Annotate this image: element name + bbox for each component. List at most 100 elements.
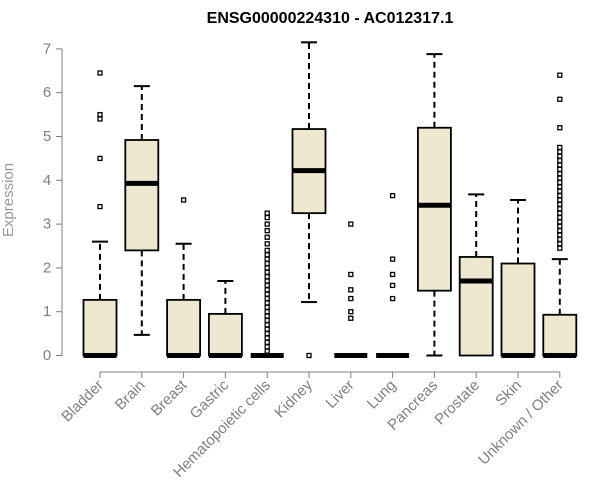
box-5 <box>291 41 327 359</box>
box-body <box>166 298 202 357</box>
box-body <box>416 126 452 292</box>
outlier-point <box>264 228 270 234</box>
outlier-point <box>264 221 270 227</box>
x-tick-label: Breast <box>148 376 191 419</box>
outlier-point <box>264 282 270 289</box>
outlier-point <box>264 317 270 324</box>
outlier-point <box>264 265 270 271</box>
outlier-point <box>557 206 563 212</box>
outlier-point <box>557 241 563 247</box>
outlier-point <box>264 348 270 354</box>
outlier-point <box>264 300 270 306</box>
outlier-point <box>264 322 270 328</box>
outlier-point <box>557 144 563 151</box>
outlier-point <box>264 269 270 275</box>
chart-title: ENSG00000224310 - AC012317.1 <box>207 10 454 27</box>
outlier-point <box>264 274 270 280</box>
y-tick-label: 0 <box>43 347 51 364</box>
outlier-point <box>348 271 354 278</box>
outlier-point <box>180 197 187 203</box>
box-6 <box>334 221 368 358</box>
y-tick-label: 5 <box>43 128 51 145</box>
outlier-point <box>557 171 563 177</box>
box-body <box>542 313 578 357</box>
outlier-point <box>348 287 354 293</box>
outlier-point <box>557 219 563 225</box>
outlier-point <box>557 125 563 131</box>
outlier-point <box>264 309 270 315</box>
outlier-point <box>557 162 563 168</box>
y-axis: 0 1 2 3 4 5 6 7 <box>43 40 63 364</box>
box-11 <box>542 72 578 358</box>
box-10 <box>500 199 536 358</box>
box-0 <box>82 70 118 358</box>
outlier-point <box>264 278 270 284</box>
outlier-point <box>264 326 270 332</box>
outlier-point <box>264 241 270 247</box>
boxes-group <box>82 41 578 359</box>
outlier-point <box>264 339 270 346</box>
box-3 <box>207 280 243 358</box>
outlier-point <box>557 228 563 234</box>
outlier-point <box>348 221 354 227</box>
x-tick-label: Liver <box>323 377 358 412</box>
outlier-point <box>389 295 396 302</box>
outlier-point <box>264 210 270 216</box>
outlier-point <box>264 247 270 254</box>
x-tick-label: Bladder <box>58 377 107 426</box>
y-tick-label: 4 <box>43 172 51 189</box>
outlier-point <box>557 197 563 203</box>
box-body <box>500 262 536 357</box>
outlier-point <box>97 111 103 118</box>
box-1 <box>124 85 160 336</box>
outlier-point <box>264 252 270 258</box>
x-tick-label: Lung <box>364 377 400 413</box>
outlier-point <box>557 179 563 186</box>
x-tick-label: Kidney <box>271 376 316 421</box>
outlier-point <box>97 70 103 76</box>
outlier-point <box>557 188 563 194</box>
outlier-point <box>557 184 563 190</box>
outlier-point <box>557 236 563 243</box>
outlier-point <box>264 295 270 302</box>
outlier-point <box>557 72 563 78</box>
box-8 <box>416 53 452 357</box>
outlier-point <box>389 282 396 289</box>
box-2 <box>166 197 202 358</box>
outlier-point <box>557 153 563 159</box>
box-7 <box>376 192 410 358</box>
outlier-point <box>557 157 563 164</box>
y-axis-label: Expression <box>0 163 17 237</box>
outlier-point <box>557 210 563 216</box>
outlier-point <box>389 192 396 199</box>
outlier-point <box>264 256 270 262</box>
y-tick-label: 7 <box>43 40 51 57</box>
y-tick-label: 6 <box>43 84 51 101</box>
outlier-point <box>264 344 270 350</box>
box-body <box>458 256 494 357</box>
outlier-point <box>306 352 312 359</box>
outlier-point <box>264 304 270 310</box>
x-tick-label: Brain <box>112 377 149 414</box>
box-body <box>82 298 118 357</box>
box-9 <box>458 193 494 357</box>
outlier-point <box>348 315 354 321</box>
outlier-point <box>264 287 270 293</box>
outlier-point <box>557 166 563 173</box>
outlier-point <box>264 214 270 221</box>
outlier-point <box>97 116 103 122</box>
outlier-point <box>557 201 563 208</box>
outlier-point <box>557 223 563 229</box>
outlier-point <box>348 295 354 302</box>
y-tick-label: 2 <box>43 259 51 276</box>
x-tick-label: Prostate <box>431 377 483 429</box>
x-tick-label: Skin <box>492 377 525 410</box>
outlier-point <box>264 234 270 240</box>
outlier-point <box>264 330 270 337</box>
outlier-point <box>264 260 270 267</box>
box-body <box>207 312 243 357</box>
y-tick-label: 3 <box>43 216 51 233</box>
